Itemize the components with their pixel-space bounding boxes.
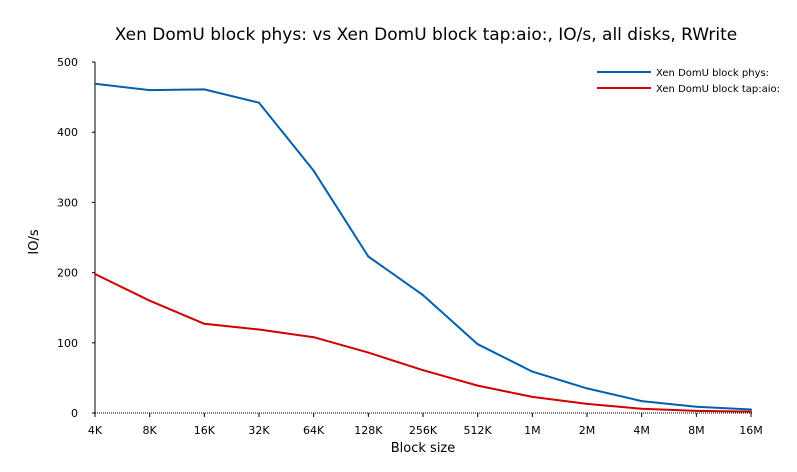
- legend-label: Xen DomU block phys:: [656, 68, 769, 79]
- data-point: [94, 82, 96, 85]
- data-point: [586, 402, 588, 405]
- data-point: [367, 255, 370, 258]
- chart-title: Xen DomU block phys: vs Xen DomU block t…: [115, 25, 737, 45]
- y-tick-label: 300: [57, 196, 78, 209]
- x-tick-label: 1M: [524, 424, 541, 437]
- y-ticks: 0 100 200 300 400 500: [57, 56, 95, 420]
- x-tick-label: 32K: [248, 424, 270, 437]
- data-point: [586, 387, 588, 390]
- data-point: [367, 351, 370, 354]
- y-axis-label: IO/s: [27, 229, 42, 254]
- x-tick-label: 128K: [354, 424, 383, 437]
- x-tick-label: 16K: [194, 424, 216, 437]
- data-point: [531, 370, 534, 373]
- data-point: [258, 328, 260, 331]
- x-tick-label: 4K: [88, 424, 103, 437]
- data-point: [750, 410, 752, 413]
- legend-label: Xen DomU block tap:aio:: [656, 84, 780, 95]
- data-point: [148, 89, 151, 92]
- data-point: [94, 273, 96, 276]
- x-tick-label: 4M: [633, 424, 650, 437]
- x-tick-label: 8M: [688, 424, 705, 437]
- x-tick-label: 256K: [409, 424, 438, 437]
- x-tick-label: 8K: [143, 424, 158, 437]
- data-point: [203, 322, 206, 325]
- x-tick-label: 512K: [464, 424, 493, 437]
- data-point: [422, 294, 424, 297]
- data-point: [422, 369, 424, 372]
- y-tick-label: 100: [57, 337, 78, 350]
- data-point: [476, 343, 479, 346]
- data-point: [640, 400, 643, 403]
- data-point: [258, 101, 260, 104]
- data-point: [531, 395, 534, 398]
- x-axis-label: Block size: [391, 441, 456, 456]
- series-line-1: [94, 82, 752, 411]
- y-tick-label: 0: [71, 407, 78, 420]
- x-tick-label: 64K: [303, 424, 325, 437]
- y-tick-label: 500: [57, 56, 78, 69]
- y-tick-label: 400: [57, 126, 78, 139]
- data-point: [640, 407, 643, 410]
- x-tick-label: 2M: [579, 424, 596, 437]
- data-point: [203, 88, 206, 91]
- data-point: [148, 299, 151, 302]
- data-point: [312, 336, 315, 339]
- data-point: [695, 405, 698, 408]
- x-ticks: 4K 8K 16K 32K 64K 128K 256K 512K 1M 2M 4M 8M 16M: [88, 413, 763, 437]
- data-point: [312, 169, 315, 172]
- y-tick-label: 200: [57, 267, 78, 280]
- data-point: [695, 409, 698, 412]
- x-tick-label: 16M: [739, 424, 763, 437]
- data-point: [750, 408, 752, 411]
- legend: Xen DomU block phys: Xen DomU block tap:a…: [597, 68, 780, 95]
- data-point: [476, 384, 479, 387]
- series-lines: [94, 82, 752, 413]
